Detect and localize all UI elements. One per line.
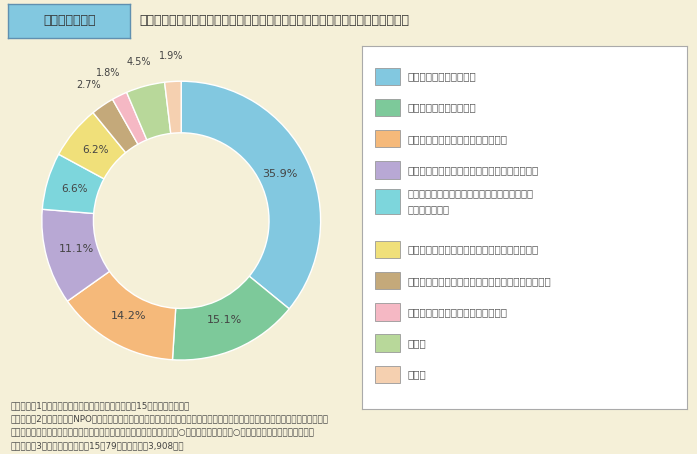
FancyBboxPatch shape [376, 189, 399, 213]
Text: （備考）　1．内閣府「国民生活選好度調査」（平成15年度）より作成。: （備考） 1．内閣府「国民生活選好度調査」（平成15年度）より作成。 [10, 401, 190, 410]
Text: 身近に参加したいと思う適当な活動や共感する: 身近に参加したいと思う適当な活動や共感する [408, 188, 534, 198]
FancyBboxPatch shape [376, 68, 399, 85]
Text: 第１－３－４図: 第１－３－４図 [43, 15, 95, 27]
Text: 1.9%: 1.9% [159, 51, 183, 61]
FancyBboxPatch shape [376, 161, 399, 179]
Wedge shape [172, 276, 289, 360]
Text: 2.7%: 2.7% [76, 80, 100, 90]
Text: 全く興味がわかないこと: 全く興味がわかないこと [408, 103, 477, 113]
FancyBboxPatch shape [376, 272, 399, 290]
Text: 団体がないこと: 団体がないこと [408, 204, 450, 214]
FancyBboxPatch shape [376, 130, 399, 148]
FancyBboxPatch shape [376, 365, 399, 383]
Wedge shape [68, 271, 176, 360]
Text: 地域活動などに参加する際苦労すること，または参加できない要因となること: 地域活動などに参加する際苦労すること，または参加できない要因となること [139, 15, 409, 27]
Wedge shape [181, 81, 321, 309]
Text: 身近に一緒に参加できる適当な人がいないこと: 身近に一緒に参加できる適当な人がいないこと [408, 245, 539, 255]
Text: 無回答: 無回答 [408, 370, 427, 380]
Wedge shape [93, 99, 138, 153]
Text: 2．数他は，「NPOやボランティア，地域での活動に参加する際に苦労すること，または参加できない要因となることは: 2．数他は，「NPOやボランティア，地域での活動に参加する際に苦労すること，また… [10, 415, 328, 424]
Wedge shape [59, 113, 125, 179]
Wedge shape [43, 154, 104, 213]
FancyBboxPatch shape [376, 335, 399, 352]
Wedge shape [164, 81, 181, 133]
FancyBboxPatch shape [376, 241, 399, 258]
Wedge shape [42, 209, 109, 301]
Text: 6.2%: 6.2% [82, 144, 109, 154]
Text: 4.5%: 4.5% [127, 57, 151, 67]
Text: 15.1%: 15.1% [207, 315, 243, 326]
Text: 6.6%: 6.6% [61, 184, 88, 194]
Text: 14.2%: 14.2% [111, 311, 146, 321]
Text: その他: その他 [408, 338, 427, 348]
Text: どんなことですか。あなたにとってあてはまるもの１つに○をお付け下さい。（○は１つ）」に対する回答割合。: どんなことですか。あなたにとってあてはまるもの１つに○をお付け下さい。（○は１つ… [10, 428, 314, 437]
Text: 1.8%: 1.8% [96, 68, 121, 78]
Wedge shape [127, 82, 171, 140]
Wedge shape [112, 92, 147, 144]
Text: 35.9%: 35.9% [262, 169, 297, 179]
Text: 身近に団体や活動内容に関する情報がないこと: 身近に団体や活動内容に関する情報がないこと [408, 165, 539, 175]
FancyBboxPatch shape [376, 303, 399, 321]
Text: 活動によって得られるメリットが期待できないこと: 活動によって得られるメリットが期待できないこと [408, 276, 551, 286]
FancyBboxPatch shape [376, 99, 399, 116]
Text: 活動する時間がないこと: 活動する時間がないこと [408, 71, 477, 81]
Text: 11.1%: 11.1% [59, 244, 94, 254]
Text: 3．回答者は，全国の15～79歳までの男女3,908人。: 3．回答者は，全国の15～79歳までの男女3,908人。 [10, 442, 184, 451]
Text: 参加するきっかけが得られないこと: 参加するきっかけが得られないこと [408, 134, 508, 144]
Text: 家族や職場の理解が得られないこと: 家族や職場の理解が得られないこと [408, 307, 508, 317]
